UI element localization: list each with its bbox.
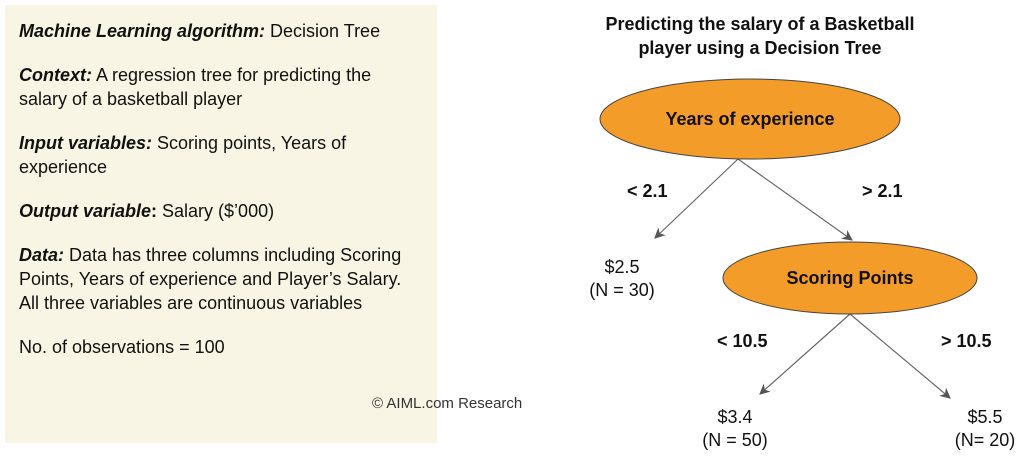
watermark: © AIML.com Research <box>372 395 523 412</box>
leaf2-count: (N = 50) <box>702 430 768 450</box>
output-value: Salary ($’000) <box>157 201 275 221</box>
output-colon: : <box>151 201 158 221</box>
edge-root-left <box>654 158 739 239</box>
diagram-title: Predicting the salary of a Basketball pl… <box>560 12 960 60</box>
edge-label-child-left: < 10.5 <box>717 331 768 351</box>
child-node <box>722 241 978 315</box>
inputs-label: Input variables: <box>19 133 153 153</box>
child-node-label: Scoring Points <box>786 268 913 288</box>
edge-label-child-right: > 10.5 <box>941 331 992 351</box>
algorithm-label: Machine Learning algorithm: <box>19 21 266 41</box>
root-node <box>599 78 901 160</box>
leaf3-value: $5.5 <box>967 407 1002 427</box>
leaf2-value: $3.4 <box>717 407 752 427</box>
data-value: Data has three columns including Scoring… <box>19 245 402 313</box>
algorithm-value: Decision Tree <box>265 21 381 41</box>
inputs-value: Scoring points, Years of experience <box>19 133 347 177</box>
inputs-line: Input variables: Scoring points, Years o… <box>19 131 423 179</box>
root-node-label: Years of experience <box>665 109 834 129</box>
data-label: Data: <box>19 245 65 265</box>
data-line: Data: Data has three columns including S… <box>19 243 423 315</box>
output-label: Output variable <box>19 201 152 221</box>
algorithm-line: Machine Learning algorithm: Decision Tre… <box>19 19 423 43</box>
observations-line: No. of observations = 100 <box>19 337 225 357</box>
context-line: Context: A regression tree for predictin… <box>19 63 423 111</box>
context-value: A regression tree for predicting the sal… <box>19 65 372 109</box>
edge-root-right <box>737 158 853 241</box>
diagram-title-line2: player using a Decision Tree <box>638 38 882 58</box>
edge-child-right <box>849 313 951 399</box>
edge-label-root-right: > 2.1 <box>862 181 903 201</box>
output-line: Output variable: Salary ($’000) <box>19 199 423 223</box>
context-label: Context: <box>19 65 92 85</box>
edge-child-left <box>759 313 851 395</box>
diagram-title-line1: Predicting the salary of a Basketball <box>605 14 915 34</box>
description-panel: Machine Learning algorithm: Decision Tre… <box>5 5 437 443</box>
leaf1-value: $2.5 <box>604 257 639 277</box>
edge-label-root-left: < 2.1 <box>627 181 668 201</box>
leaf3-count: (N= 20) <box>955 430 1016 450</box>
leaf1-count: (N = 30) <box>589 280 655 300</box>
